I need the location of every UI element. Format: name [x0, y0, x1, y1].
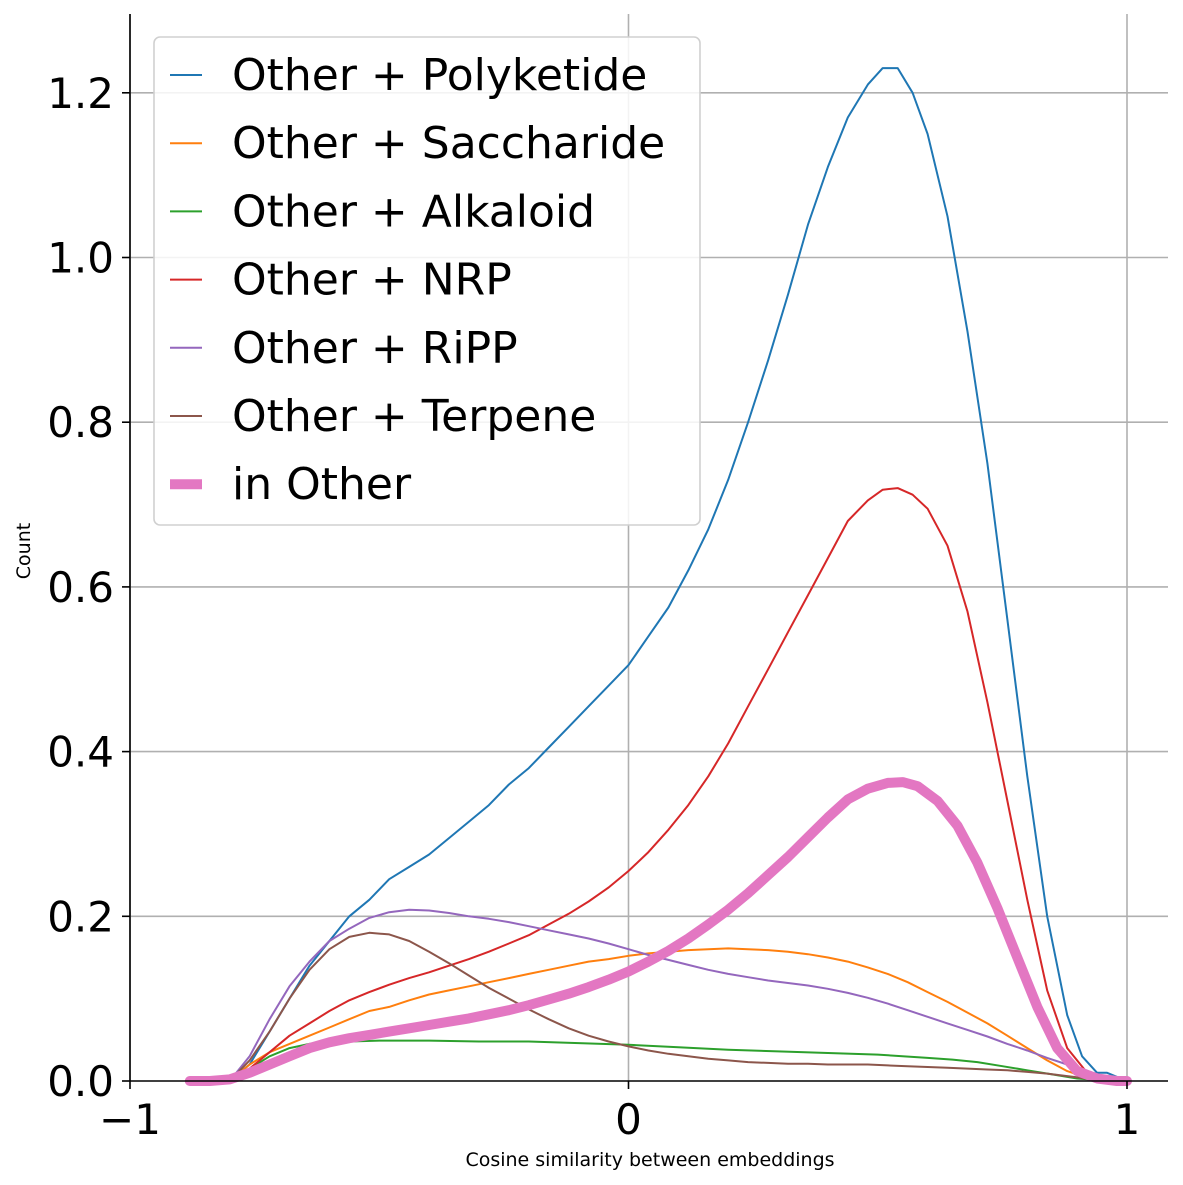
- series-line-1: [228, 947, 1128, 1082]
- x-tick-label-2: 1: [1114, 1095, 1141, 1144]
- legend-box: [153, 36, 701, 526]
- y-tick-label-3: 0.6: [47, 563, 114, 612]
- y-tick-label-5: 1.0: [47, 234, 114, 283]
- series-line-3: [228, 487, 1128, 1082]
- y-tick-label-1: 0.2: [47, 892, 114, 941]
- tick-labels: −1 0 1 0.0 0.2 0.4 0.6 0.8 1.0 1.2: [47, 69, 1140, 1144]
- legend-label-5: Other + Terpene: [232, 391, 596, 442]
- legend-label-2: Other + Alkaloid: [232, 186, 595, 237]
- legend-label-4: Other + RiPP: [232, 323, 518, 374]
- y-tick-label-0: 0.0: [47, 1057, 114, 1106]
- y-tick-label-4: 0.8: [47, 398, 114, 447]
- y-tick-label-6: 1.2: [47, 69, 114, 118]
- legend-label-0: Other + Polyketide: [232, 50, 647, 101]
- legend-label-6: in Other: [232, 459, 412, 510]
- series-lines: [184, 67, 1132, 1086]
- legend: Other + Polyketide Other + Saccharide Othe…: [153, 36, 701, 526]
- legend-label-3: Other + NRP: [232, 255, 512, 306]
- series-line-5: [228, 931, 1128, 1082]
- legend-items: Other + Polyketide Other + Saccharide Othe…: [170, 50, 665, 510]
- x-axis-title: Cosine similarity between embeddings: [465, 1149, 834, 1171]
- series-line-0: [228, 67, 1128, 1082]
- x-tick-label-1: 0: [615, 1095, 642, 1144]
- series-line-4: [228, 908, 1128, 1082]
- legend-label-1: Other + Saccharide: [232, 118, 665, 169]
- series-line-6: [184, 777, 1132, 1086]
- series-line-2: [228, 1039, 1128, 1082]
- y-tick-label-2: 0.4: [47, 728, 114, 777]
- x-tick-label-0: −1: [99, 1095, 161, 1144]
- axes: [129, 14, 1168, 1082]
- y-axis-title: Count: [13, 523, 35, 579]
